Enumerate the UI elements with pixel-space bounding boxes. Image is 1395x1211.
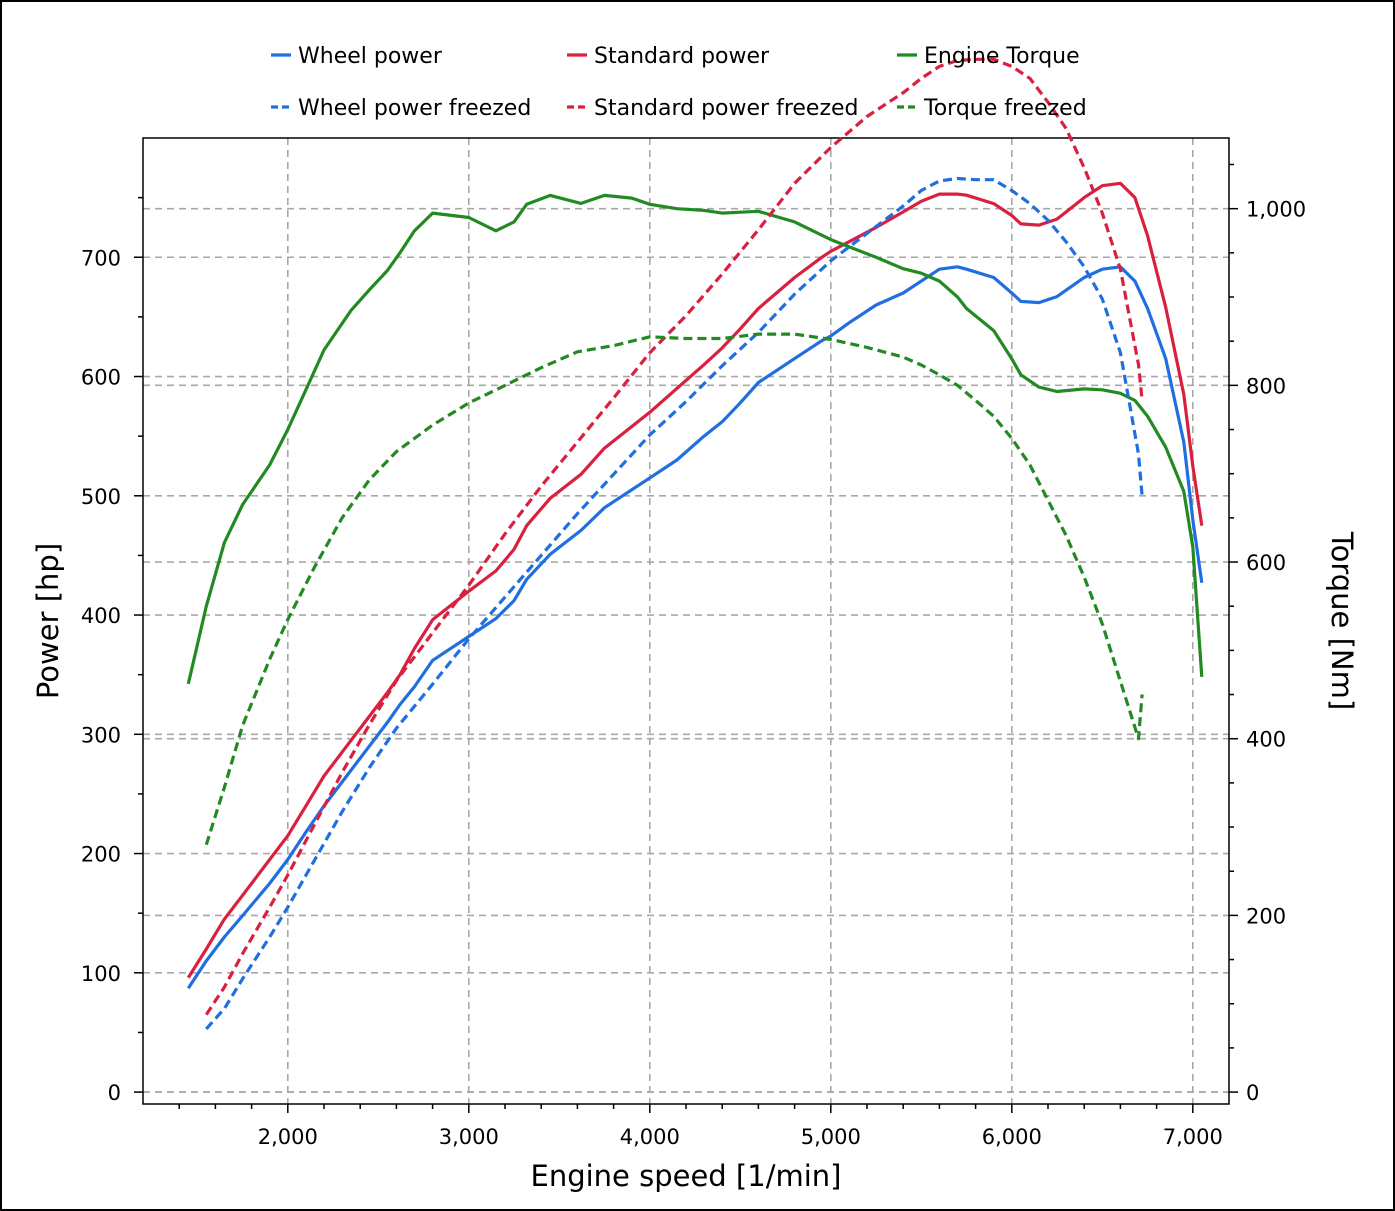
y-right-tick-label: 200 — [1246, 904, 1286, 928]
legend-label: Standard power freezed — [594, 96, 859, 121]
x-tick-label: 5,000 — [801, 1125, 861, 1149]
series-line-torque-freezed — [204, 332, 1144, 846]
legend-label: Standard power — [594, 44, 770, 69]
y-left-tick-label: 200 — [81, 843, 121, 867]
y-axis-right-title: Torque [Nm] — [1325, 531, 1359, 710]
plot-area — [142, 137, 1230, 1105]
legend: Wheel power Standard power Engine Torque Wh… — [271, 44, 1087, 121]
legend-label: Wheel power — [298, 44, 443, 69]
x-tick-label: 6,000 — [982, 1125, 1042, 1149]
legend-label: Engine Torque — [924, 44, 1080, 69]
legend-item: Engine Torque — [897, 44, 1080, 69]
y-right-tick-label: 1,000 — [1246, 198, 1306, 222]
y-left-tick-label: 500 — [81, 485, 121, 509]
series-line-wheel-power-freezed — [205, 176, 1144, 1030]
legend-item: Wheel power — [271, 44, 443, 69]
legend-item: Standard power freezed — [567, 96, 859, 121]
series-line-engine-torque — [186, 193, 1204, 685]
x-tick-label: 2,000 — [258, 1125, 318, 1149]
y-axis-left-title: Power [hp] — [31, 543, 65, 699]
y-left-tick-label: 0 — [108, 1081, 121, 1105]
y-right-tick-label: 600 — [1246, 551, 1286, 575]
series-line-standard-power — [186, 181, 1204, 979]
y-right-tick-label: 400 — [1246, 728, 1286, 752]
x-tick-label: 3,000 — [439, 1125, 499, 1149]
legend-label: Wheel power freezed — [298, 96, 531, 121]
legend-item: Wheel power freezed — [271, 96, 531, 121]
grid-layer — [143, 138, 1229, 1104]
series-line-wheel-power — [186, 265, 1204, 990]
y-right-tick-label: 800 — [1246, 374, 1286, 398]
legend-label: Torque freezed — [923, 96, 1087, 121]
x-tick-label: 4,000 — [620, 1125, 680, 1149]
series-line-standard-power-freezed — [204, 57, 1144, 1016]
y-left-tick-label: 600 — [81, 366, 121, 390]
x-tick-label: 7,000 — [1163, 1125, 1223, 1149]
y-left-tick-label: 300 — [81, 723, 121, 747]
y-left-tick-label: 700 — [81, 246, 121, 270]
legend-item: Torque freezed — [897, 96, 1087, 121]
series-layer — [186, 57, 1204, 1030]
axis-layer: 2,000 3,000 4,000 5,000 6,000 7,000 0 100 200 300… — [81, 163, 1306, 1149]
y-left-tick-label: 100 — [81, 962, 121, 986]
y-left-tick-label: 400 — [81, 604, 121, 628]
y-right-tick-label: 0 — [1246, 1081, 1259, 1105]
legend-item: Standard power — [567, 44, 770, 69]
x-axis-title: Engine speed [1/min] — [531, 1159, 842, 1193]
